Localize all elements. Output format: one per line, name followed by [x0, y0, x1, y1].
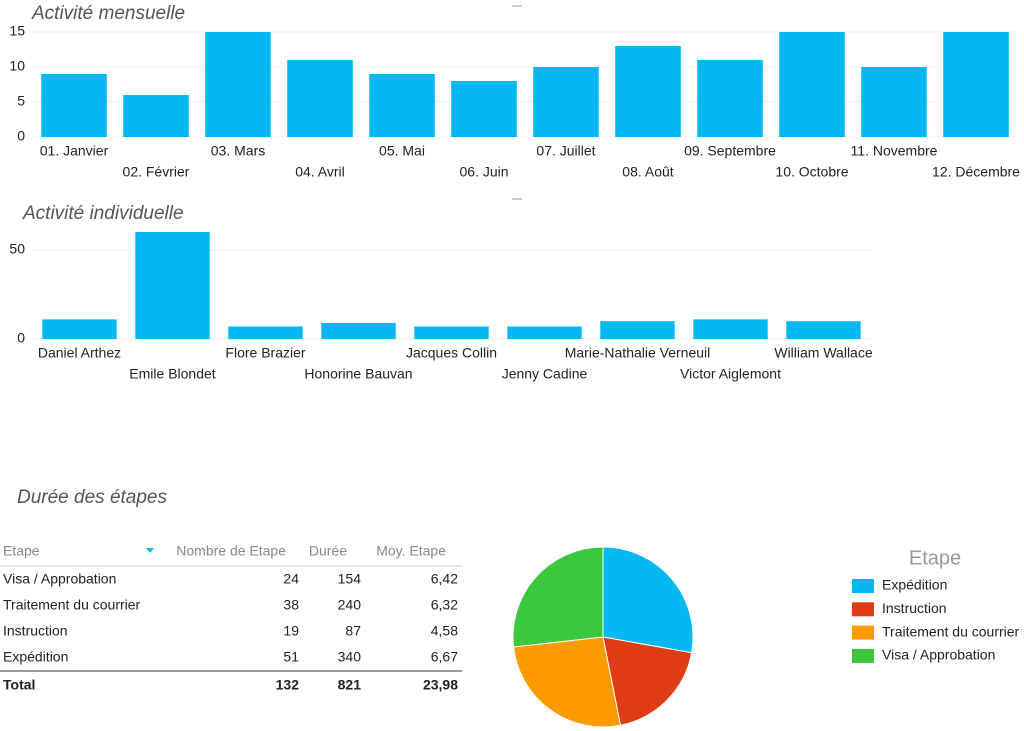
bar[interactable]: [228, 326, 303, 339]
x-tick-label: 03. Mars: [211, 143, 265, 159]
bar[interactable]: [943, 32, 1009, 137]
y-tick-label: 0: [17, 128, 25, 144]
x-tick-label: 07. Juillet: [536, 143, 595, 159]
x-tick-label: Honorine Bauvan: [304, 366, 412, 382]
x-tick-label: Marie-Nathalie Verneuil: [565, 345, 711, 361]
table-cell: 87: [345, 623, 361, 639]
bar[interactable]: [451, 81, 517, 137]
table-cell: 154: [338, 571, 362, 587]
table-total: 23,98: [423, 677, 458, 693]
legend-title: Etape: [909, 547, 961, 569]
bar[interactable]: [321, 322, 396, 339]
pie-slice[interactable]: [512, 636, 622, 728]
legend: Expédition Instruction Traitement du courr…: [852, 577, 1020, 663]
bar[interactable]: [369, 74, 435, 137]
table-cell: 6,67: [431, 649, 458, 665]
y-tick-label: 5: [17, 93, 25, 109]
x-tick-label: 09. Septembre: [684, 143, 776, 159]
table-cell: 24: [283, 571, 299, 587]
column-header[interactable]: Etape: [3, 543, 40, 559]
legend-swatch: [852, 625, 874, 640]
bar[interactable]: [861, 67, 927, 137]
table-cell: Visa / Approbation: [3, 571, 116, 587]
table-cell: 6,32: [431, 597, 458, 613]
chart-title: Activité individuelle: [22, 203, 184, 224]
bar[interactable]: [697, 60, 763, 137]
legend-label: Expédition: [882, 577, 947, 593]
x-tick-label: 04. Avril: [295, 164, 345, 180]
table-cell: Expédition: [3, 649, 68, 665]
legend-swatch: [852, 648, 874, 663]
table-cell: 19: [283, 623, 299, 639]
bar[interactable]: [786, 321, 861, 339]
y-tick-label: 10: [9, 58, 25, 74]
column-header[interactable]: Moy. Etape: [376, 543, 446, 559]
table-total: 132: [276, 677, 300, 693]
pie-slice[interactable]: [602, 636, 693, 726]
x-tick-label: 01. Janvier: [40, 143, 109, 159]
x-tick-label: 02. Février: [123, 164, 190, 180]
table-cell: 6,42: [431, 571, 458, 587]
x-tick-label: Jenny Cadine: [502, 366, 588, 382]
x-tick-label: Jacques Collin: [406, 345, 497, 361]
pie-slice[interactable]: [512, 546, 604, 648]
x-tick-label: 12. Décembre: [932, 164, 1020, 180]
table-cell: Instruction: [3, 623, 68, 639]
table-total: Total: [3, 677, 35, 693]
x-tick-label: 06. Juin: [459, 164, 508, 180]
x-tick-label: 10. Octobre: [775, 164, 848, 180]
legend-swatch: [852, 579, 874, 593]
y-tick-label: 0: [17, 330, 25, 346]
bar[interactable]: [123, 95, 189, 137]
bar[interactable]: [41, 74, 107, 137]
table-cell: 51: [283, 649, 299, 665]
x-tick-label: 08. Août: [622, 164, 673, 180]
bar[interactable]: [205, 32, 271, 137]
bar[interactable]: [600, 321, 675, 339]
x-tick-label: Daniel Arthez: [38, 345, 121, 361]
bar[interactable]: [507, 326, 582, 339]
bar[interactable]: [287, 60, 353, 137]
table-total: 821: [338, 677, 362, 693]
y-tick-label: 50: [9, 241, 25, 257]
x-tick-label: William Wallace: [774, 345, 872, 361]
table-cell: 4,58: [431, 623, 458, 639]
bar[interactable]: [414, 326, 489, 339]
bar[interactable]: [693, 319, 768, 339]
section-title: Durée des étapes: [17, 487, 167, 508]
x-tick-label: Flore Brazier: [225, 345, 305, 361]
x-tick-label: 05. Mai: [379, 143, 425, 159]
bar[interactable]: [615, 46, 681, 137]
legend-label: Instruction: [882, 600, 947, 616]
bar[interactable]: [779, 32, 845, 137]
table-cell: 340: [338, 649, 362, 665]
x-tick-label: 11. Novembre: [851, 143, 938, 159]
x-tick-label: Victor Aiglemont: [680, 366, 781, 382]
table-cell: Traitement du courrier: [3, 597, 141, 613]
x-tick-label: Emile Blondet: [129, 366, 215, 382]
y-tick-label: 15: [9, 23, 25, 39]
bar[interactable]: [533, 67, 599, 137]
pie-slice[interactable]: [602, 546, 694, 654]
sort-indicator[interactable]: [146, 548, 154, 553]
legend-label: Visa / Approbation: [882, 647, 995, 663]
bar[interactable]: [42, 319, 117, 339]
column-header[interactable]: Durée: [309, 543, 347, 559]
bar[interactable]: [135, 232, 210, 339]
table-cell: 240: [338, 597, 362, 613]
table-cell: 38: [283, 597, 299, 613]
column-header[interactable]: Nombre de Etape: [176, 543, 286, 559]
legend-swatch: [852, 602, 874, 617]
chart-title: Activité mensuelle: [31, 3, 185, 24]
legend-label: Traitement du courrier: [882, 623, 1020, 639]
